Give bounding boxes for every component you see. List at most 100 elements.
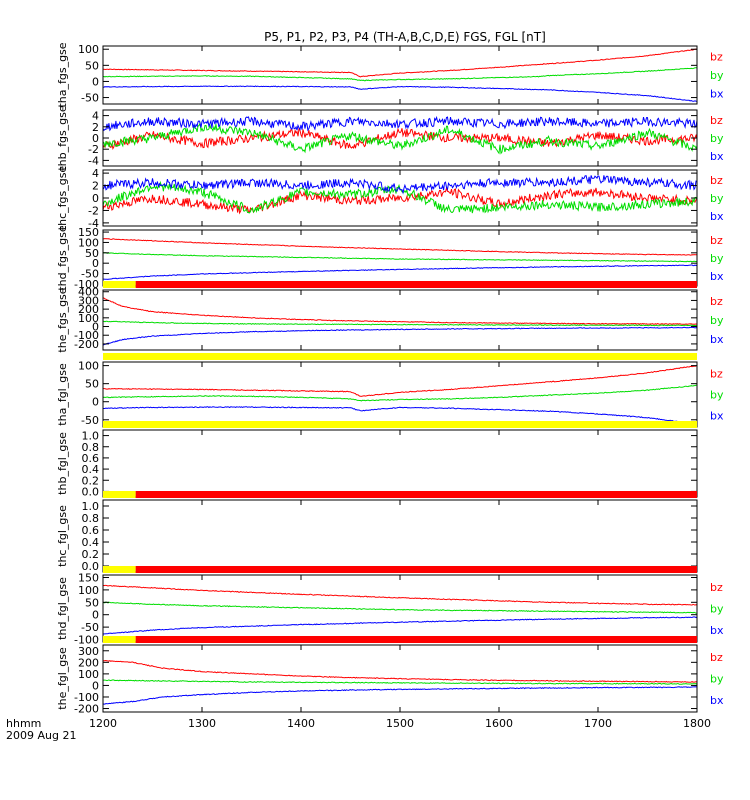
series-bz-thc_fgs_gse	[102, 186, 698, 215]
y-tick-label-thc_fgl_gse-5: 0.0	[82, 560, 100, 573]
series-bz-tha_fgs_gse	[103, 48, 698, 78]
y-tick-label-thd_fgl_gse-2: 50	[85, 596, 99, 609]
panel-frame-thb_fgl_gse	[102, 429, 698, 498]
plot-title: P5, P1, P2, P3, P4 (TH-A,B,C,D,E) FGS, F…	[264, 30, 546, 44]
legend-by-thd_fgl_gse: by	[710, 603, 724, 616]
legend-bz-thd_fgl_gse: bz	[710, 581, 723, 594]
panel-thc_fgs_gse: 420-2-4 thc_fgs_gse bz by bx	[56, 166, 724, 231]
series-by-thb_fgs_gse	[102, 121, 698, 155]
x-tick-label-4: 1600	[485, 717, 513, 730]
series-bx-thc_fgs_gse	[102, 175, 698, 195]
x-axis: 1200 1300 1400 1500 1600 1700 1800	[89, 717, 711, 730]
series-bx-the_fgl_gse	[102, 686, 698, 705]
y-axis-label-tha_fgl_gse: tha_fgl_gse	[56, 363, 69, 426]
panel-frame-tha_fgs_gse	[102, 45, 698, 105]
series-bz-tha_fgl_gse	[103, 365, 698, 397]
series-bx-thd_fgl_gse	[102, 616, 698, 635]
y-tick-label-the_fgl_gse-5: -200	[74, 703, 99, 716]
y-axis-label-thc_fgl_gse: thc_fgl_gse	[56, 505, 69, 567]
series-bx-tha_fgs_gse	[103, 85, 698, 102]
series-bz-the_fgs_gse	[102, 297, 698, 325]
y-tick-label-thb_fgs_gse-4: -4	[88, 154, 99, 167]
legend-by-tha_fgs_gse: by	[710, 69, 724, 82]
y-tick-label-thd_fgl_gse-4: -50	[81, 621, 99, 634]
date-label: 2009 Aug 21	[6, 729, 76, 742]
legend-bx-thd_fgl_gse: bx	[710, 624, 724, 637]
y-tick-label-tha_fgl_gse-0: 100	[78, 360, 99, 373]
legend-by-the_fgl_gse: by	[710, 673, 724, 686]
y-tick-label-the_fgs_gse-1: 300	[78, 294, 99, 307]
y-axis-label-thc_fgs_gse: thc_fgs_gse	[56, 166, 69, 231]
status-bar-thc_fgl_gse-0	[103, 491, 136, 498]
y-tick-label-tha_fgl_gse-3: -50	[81, 414, 99, 427]
panel-tha_fgl_gse: 100 50 0 -50 tha_fgl_gse bz by bx	[56, 353, 724, 428]
y-tick-label-tha_fgs_gse-1: 50	[85, 59, 99, 72]
y-tick-label-the_fgl_gse-2: 100	[78, 668, 99, 681]
y-axis-label-thd_fgs_gse: thd_fgs_gse	[56, 225, 69, 291]
y-tick-label-tha_fgs_gse-0: 100	[78, 43, 99, 56]
legend-bz-the_fgs_gse: bz	[710, 295, 723, 308]
series-by-tha_fgl_gse	[102, 384, 698, 402]
y-tick-label-the_fgl_gse-1: 200	[78, 656, 99, 669]
legend-bx-the_fgl_gse: bx	[710, 694, 724, 707]
x-tick-label-5: 1700	[584, 717, 612, 730]
y-tick-label-thd_fgl_gse-0: 150	[78, 571, 99, 584]
legend-by-thb_fgs_gse: by	[710, 132, 724, 145]
y-axis-label-the_fgl_gse: the_fgl_gse	[56, 647, 69, 710]
y-tick-label-tha_fgs_gse-3: -50	[81, 92, 99, 105]
legend-by-the_fgs_gse: by	[710, 314, 724, 327]
status-bar-thd_fgl_gse-0	[103, 566, 136, 573]
panel-frame-the_fgs_gse	[102, 289, 698, 351]
status-bar-the_fgl_gse-0	[103, 636, 136, 643]
y-tick-label-the_fgs_gse-6: -200	[74, 338, 99, 351]
series-bx-thd_fgs_gse	[103, 264, 698, 280]
legend-bz-the_fgl_gse: bz	[710, 651, 723, 664]
y-tick-label-thb_fgs_gse-0: 4	[92, 110, 99, 123]
series-by-the_fgl_gse	[103, 679, 698, 685]
legend-bx-thd_fgs_gse: bx	[710, 270, 724, 283]
y-tick-label-thc_fgs_gse-0: 4	[92, 167, 99, 180]
y-tick-label-thd_fgs_gse-3: 0	[92, 257, 99, 270]
legend-bz-tha_fgl_gse: bz	[710, 368, 723, 381]
legend-bx-the_fgs_gse: bx	[710, 333, 724, 346]
series-bz-the_fgl_gse	[102, 659, 698, 683]
y-tick-label-thc_fgl_gse-3: 0.4	[82, 536, 100, 549]
y-tick-label-tha_fgl_gse-2: 0	[92, 396, 99, 409]
x-tick-label-1: 1300	[188, 717, 216, 730]
y-tick-label-the_fgs_gse-4: 0	[92, 321, 99, 334]
legend-by-thd_fgs_gse: by	[710, 252, 724, 265]
status-bar-thd_fgl_gse-1	[135, 566, 698, 573]
series-by-tha_fgs_gse	[102, 67, 697, 82]
status-bar-the_fgs_gse-0	[103, 281, 136, 288]
legend-bz-thb_fgs_gse: bz	[710, 114, 723, 127]
y-tick-label-thd_fgs_gse-4: -50	[81, 268, 99, 281]
y-tick-label-thd_fgs_gse-2: 50	[85, 247, 99, 260]
panel-frame-thd_fgl_gse	[102, 574, 698, 643]
y-tick-label-thd_fgl_gse-1: 100	[78, 584, 99, 597]
y-tick-label-thb_fgs_gse-2: 0	[92, 132, 99, 145]
y-tick-label-the_fgs_gse-5: -100	[74, 329, 99, 342]
panel-frame-thd_fgs_gse	[102, 229, 698, 287]
panel-thb_fgs_gse: 420-2-4 thb_fgs_gse bz by bx	[56, 105, 724, 171]
panel-tha_fgs_gse: 100 50 0 -50 tha_fgs_gse bz by bx	[56, 42, 724, 107]
y-tick-label-thb_fgl_gse-1: 0.8	[82, 441, 100, 454]
y-axis-label-thd_fgl_gse: thd_fgl_gse	[56, 577, 69, 640]
y-tick-label-thd_fgl_gse-3: 0	[92, 609, 99, 622]
series-by-thd_fgs_gse	[102, 252, 698, 263]
y-tick-label-thb_fgs_gse-3: -2	[88, 143, 99, 156]
x-tick-label-2: 1400	[287, 717, 315, 730]
series-bx-the_fgs_gse	[102, 326, 698, 346]
series-by-thd_fgl_gse	[102, 601, 697, 614]
status-bar-thb_fgl_gse-0	[103, 421, 697, 428]
series-bz-thb_fgs_gse	[102, 126, 698, 151]
status-bar-the_fgs_gse-1	[135, 281, 698, 288]
status-bar-tha_fgl_gse-0	[103, 353, 697, 360]
y-axis-label-tha_fgs_gse: tha_fgs_gse	[56, 42, 69, 107]
y-tick-label-thc_fgl_gse-0: 1.0	[82, 500, 100, 513]
y-axis-label-thb_fgl_gse: thb_fgl_gse	[56, 432, 69, 495]
y-tick-label-the_fgl_gse-4: -100	[74, 691, 99, 704]
